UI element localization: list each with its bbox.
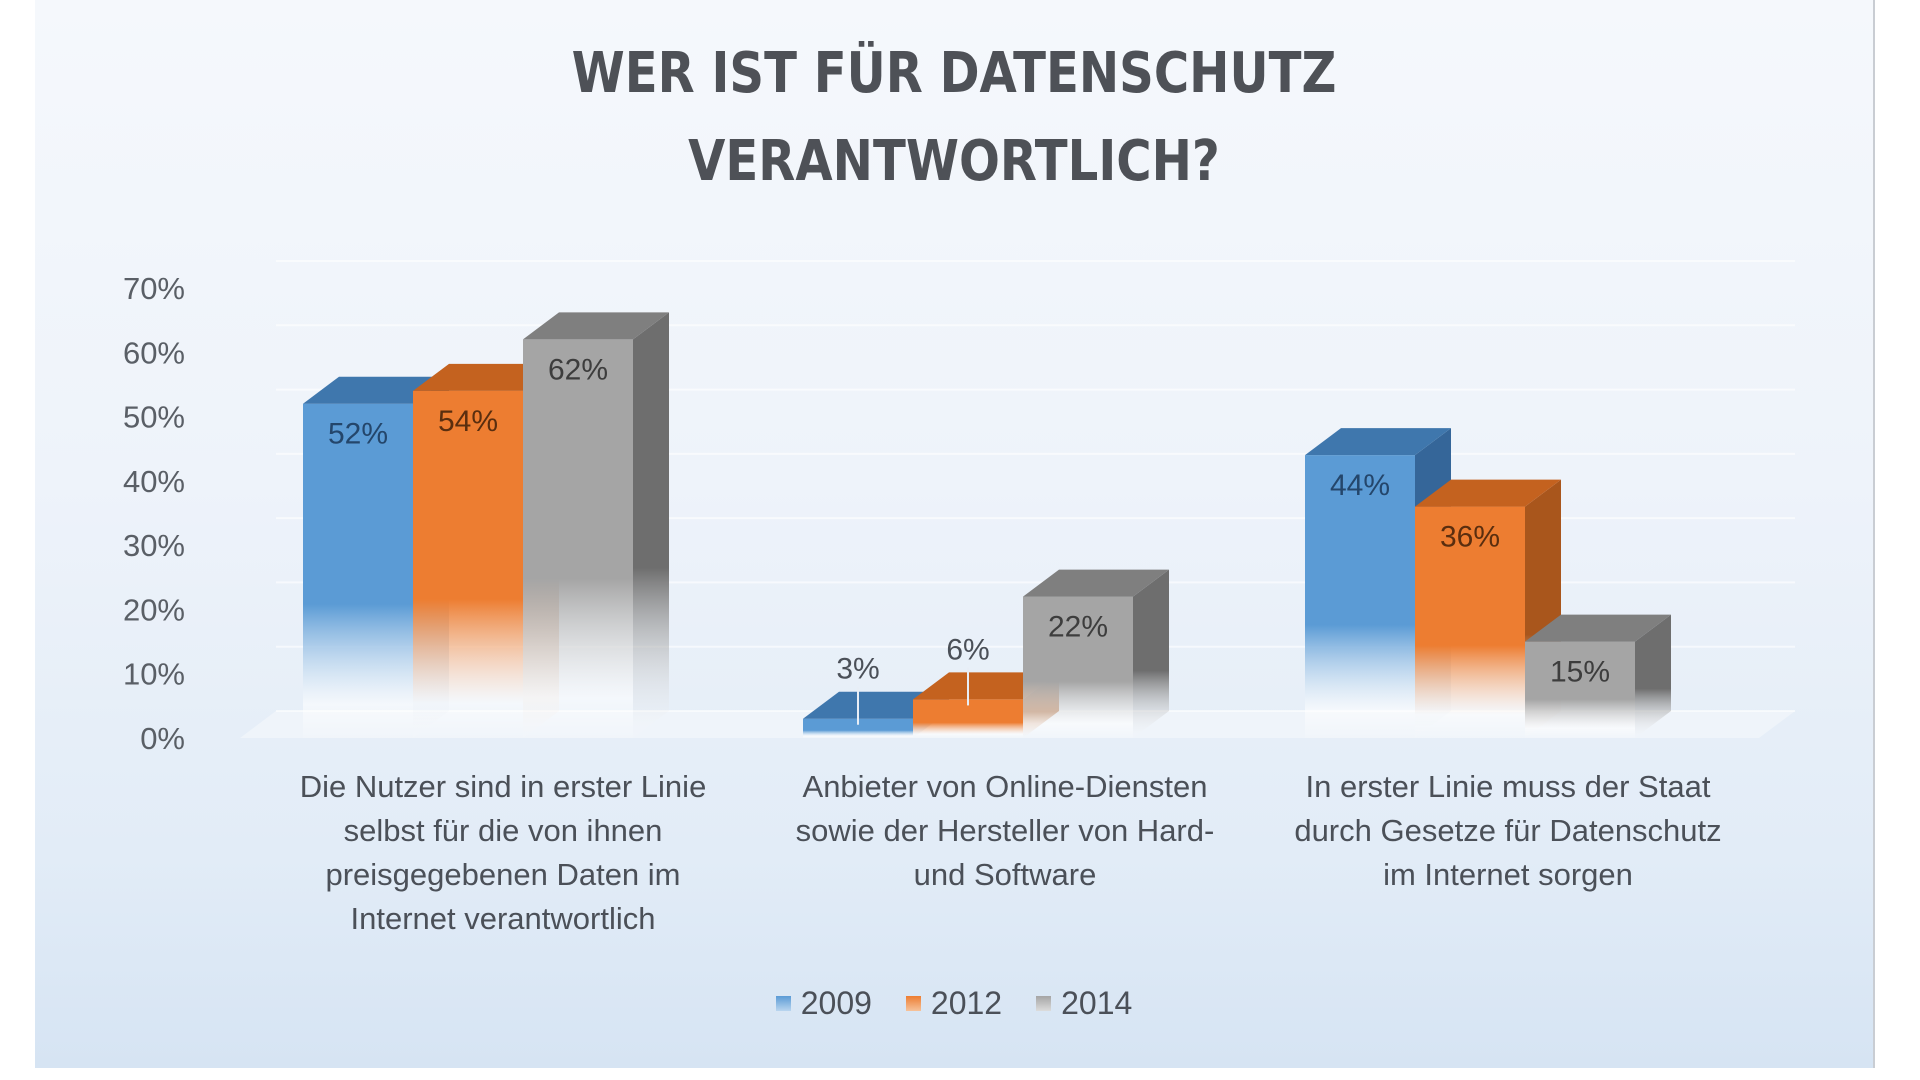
- category-line: Anbieter von Online-Diensten: [802, 769, 1208, 804]
- bar-top: [803, 691, 949, 719]
- category-label-state: In erster Linie muss der Staat durch Ges…: [1273, 765, 1743, 897]
- bar-top: [1023, 569, 1169, 597]
- data-label-2012-1: 6%: [946, 633, 989, 666]
- bar-front: [1023, 596, 1133, 738]
- data-label-2009-0: 52%: [328, 418, 388, 451]
- legend-label: 2012: [930, 985, 1003, 1021]
- category-line: preisgegebenen Daten im: [325, 857, 681, 892]
- chart-title-line-1: WER IST FÜR DATENSCHUTZ: [571, 41, 1337, 106]
- category-line: im Internet sorgen: [1383, 857, 1633, 892]
- y-tick-label: 10%: [123, 657, 185, 692]
- chart-panel: WER IST FÜR DATENSCHUTZ VERANTWORTLICH? …: [35, 0, 1875, 1068]
- y-tick-label: 20%: [123, 592, 185, 627]
- data-label-2009-1: 3%: [836, 653, 879, 686]
- chart-legend: 2009 2012 2014: [35, 985, 1873, 1022]
- y-tick-label: 70%: [123, 271, 185, 306]
- bar-front: [803, 718, 913, 738]
- chart-plot-area: 0% 10% 20% 30% 40% 50% 60% 70% 52% 3% 44% 54% 6% 36% 6…: [123, 260, 1795, 756]
- bar-front: [303, 403, 413, 738]
- data-label-2014-2: 15%: [1550, 656, 1610, 689]
- category-line: In erster Linie muss der Staat: [1305, 769, 1711, 804]
- bar-top: [913, 672, 1059, 700]
- category-line: durch Gesetze für Datenschutz: [1294, 813, 1722, 848]
- category-line: Die Nutzer sind in erster Linie: [299, 769, 707, 804]
- bar-front: [1525, 641, 1635, 738]
- category-label-providers: Anbieter von Online-Diensten sowie der H…: [770, 765, 1240, 897]
- legend-swatch-2014: [1036, 996, 1052, 1011]
- category-line: sowie der Hersteller von Hard-: [795, 813, 1215, 848]
- data-label-2014-0: 62%: [548, 353, 608, 386]
- bar-top: [1305, 428, 1451, 456]
- legend-swatch-2009: [775, 996, 791, 1011]
- category-line: Internet verantwortlich: [350, 901, 656, 936]
- bar-2014-0: [523, 312, 669, 738]
- legend-swatch-2012: [905, 996, 921, 1011]
- legend-item-2012: 2012: [905, 985, 1003, 1022]
- y-tick-label: 60%: [123, 335, 185, 370]
- bar-top: [303, 376, 449, 404]
- data-label-2012-0: 54%: [438, 405, 498, 438]
- bar-side: [633, 312, 669, 738]
- y-tick-label: 50%: [123, 400, 185, 435]
- chart-title-line-2: VERANTWORTLICH?: [688, 129, 1220, 194]
- legend-item-2009: 2009: [775, 985, 872, 1022]
- data-label-2012-2: 36%: [1440, 521, 1500, 554]
- chart-title: WER IST FÜR DATENSCHUTZ VERANTWORTLICH?: [35, 30, 1873, 206]
- category-line: und Software: [913, 857, 1097, 892]
- bar-top: [1525, 614, 1671, 642]
- bar-front: [413, 390, 523, 738]
- category-line: selbst für die von ihnen: [343, 813, 663, 848]
- bar-front: [913, 699, 1023, 738]
- bar-front: [1415, 506, 1525, 738]
- bar-top: [413, 363, 559, 391]
- bar-top: [523, 312, 669, 340]
- bar-side: [1133, 569, 1169, 738]
- y-tick-label: 40%: [123, 464, 185, 499]
- legend-label: 2009: [800, 985, 872, 1021]
- y-tick-label: 0%: [140, 721, 185, 756]
- bar-front: [523, 339, 633, 738]
- bar-2014-2: [1525, 614, 1671, 738]
- legend-label: 2014: [1061, 985, 1133, 1021]
- category-label-users: Die Nutzer sind in erster Linie selbst f…: [268, 765, 738, 941]
- bar-side: [1635, 614, 1671, 738]
- legend-item-2014: 2014: [1036, 985, 1132, 1022]
- bar-2014-1: [1023, 569, 1169, 738]
- bar-top: [1415, 479, 1561, 507]
- data-label-2009-2: 44%: [1330, 469, 1390, 502]
- bar-front: [1305, 455, 1415, 738]
- data-label-2014-1: 22%: [1048, 611, 1108, 644]
- y-tick-label: 30%: [123, 528, 185, 563]
